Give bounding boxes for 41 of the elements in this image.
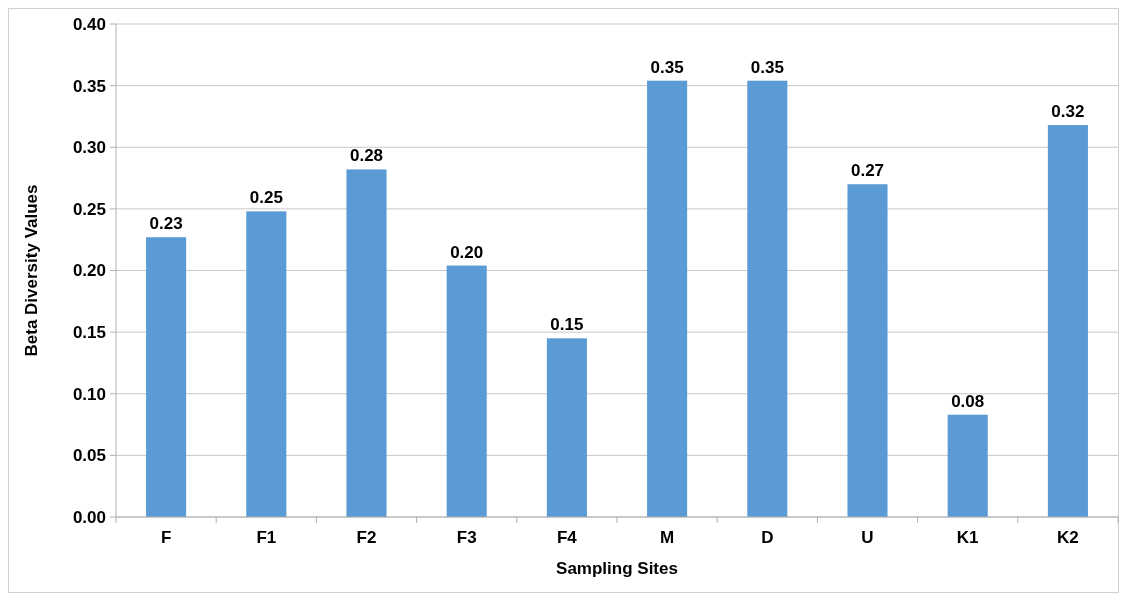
- x-tick-label: U: [861, 528, 874, 547]
- data-label: 0.08: [951, 391, 985, 411]
- x-tick-label: F: [160, 528, 172, 547]
- bar: [947, 414, 988, 517]
- bar: [647, 80, 688, 517]
- data-label: 0.28: [349, 146, 384, 166]
- x-tick-label: F2: [356, 528, 377, 547]
- x-axis-title: Sampling Sites: [556, 559, 678, 578]
- bar: [747, 80, 788, 517]
- y-tick-label: 0.10: [72, 384, 106, 404]
- bar: [246, 211, 287, 517]
- x-tick-label: F3: [456, 528, 477, 547]
- x-tick-label: F1: [256, 528, 277, 547]
- bar: [146, 237, 187, 517]
- data-label: 0.35: [750, 57, 784, 77]
- x-tick-label: M: [660, 528, 675, 547]
- data-label: 0.23: [149, 214, 183, 234]
- bar: [1047, 125, 1088, 517]
- bar: [847, 184, 888, 517]
- data-label: 0.32: [1051, 102, 1085, 122]
- data-label: 0.15: [550, 315, 584, 335]
- y-tick-label: 0.20: [72, 261, 106, 281]
- x-tick-label: K1: [956, 528, 979, 547]
- x-tick-label: K2: [1057, 528, 1079, 547]
- bar: [446, 265, 487, 517]
- bar: [346, 169, 387, 517]
- bar: [546, 338, 587, 517]
- y-tick-label: 0.40: [72, 14, 106, 34]
- y-tick-label: 0.05: [72, 446, 106, 466]
- y-tick-label: 0.00: [72, 507, 106, 527]
- data-label: 0.35: [650, 57, 684, 77]
- y-tick-label: 0.25: [72, 199, 106, 219]
- y-tick-label: 0.35: [72, 76, 106, 96]
- y-axis-title: Beta Diversity Values: [22, 184, 41, 357]
- data-label: 0.27: [850, 161, 885, 181]
- y-tick-label: 0.15: [72, 323, 106, 343]
- x-tick-label: F4: [556, 528, 578, 547]
- y-tick-label: 0.30: [72, 138, 106, 158]
- x-tick-label: D: [761, 528, 774, 547]
- data-label: 0.20: [450, 242, 484, 262]
- data-label: 0.25: [249, 188, 283, 208]
